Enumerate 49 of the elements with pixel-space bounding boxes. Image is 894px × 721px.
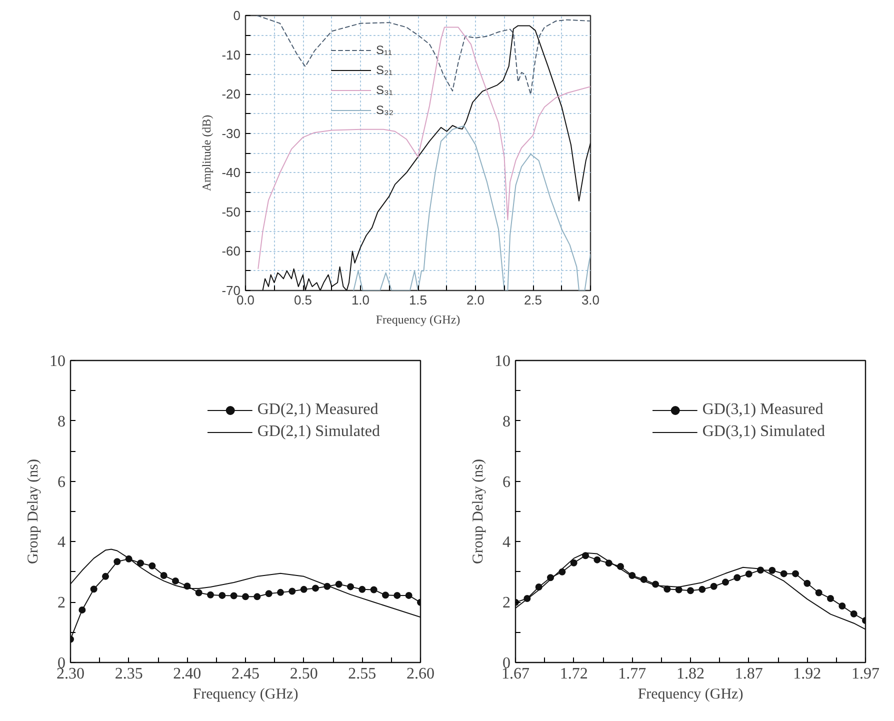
x-tick-label: 2.50 (290, 666, 318, 682)
y-tick-label: -10 (222, 47, 241, 62)
y-tick-label: -40 (222, 165, 241, 180)
x-tick-label: 2.45 (232, 666, 260, 682)
y-tick-label: 8 (502, 413, 510, 430)
x-tick-label: 2.60 (406, 666, 434, 682)
legend-label: S₂₁ (376, 63, 394, 77)
y-tick-label: 4 (58, 534, 66, 552)
x-tick-label: 1.97 (852, 666, 880, 682)
x-tick-label: 1.0 (351, 292, 370, 308)
y-tick-label: -20 (222, 86, 241, 102)
x-tick-label: 2.5 (524, 292, 542, 308)
legend-label: GD(3,1) Simulated (702, 423, 825, 441)
y-tick-label: 2 (58, 594, 66, 612)
x-tick-label: 1.72 (560, 666, 588, 682)
x-tick-label: 3.0 (581, 292, 600, 308)
y-tick-label: -30 (222, 126, 241, 141)
legend-label: S₃₂ (376, 103, 395, 117)
legend-label: S₃₁ (376, 83, 394, 97)
x-tick-label: 1.77 (618, 666, 646, 682)
y-tick-label: -60 (222, 244, 241, 259)
y-tick-label: 0 (233, 8, 241, 23)
x-axis-title: Frequency (GHz) (376, 312, 460, 326)
y-tick-label: 8 (58, 413, 66, 430)
y-tick-label: 4 (502, 534, 510, 552)
x-tick-label: 2.40 (173, 666, 202, 682)
x-tick-label: 1.82 (676, 666, 704, 682)
y-tick-label: 6 (502, 474, 510, 491)
x-tick-label: 1.87 (734, 666, 763, 682)
y-tick-label: 10 (50, 353, 66, 370)
y-tick-label: 10 (494, 353, 510, 370)
y-axis-title: Group Delay (ns) (470, 459, 486, 564)
y-tick-label: 2 (502, 594, 510, 612)
y-tick-label: 6 (58, 474, 66, 491)
legend-label: S₁₁ (376, 43, 394, 57)
y-axis-title: Amplitude (dB) (200, 114, 214, 192)
y-axis-title: Group Delay (ns) (26, 459, 42, 564)
legend-label: GD(2,1) Simulated (257, 423, 380, 441)
x-axis-title: Frequency (GHz) (638, 686, 744, 702)
x-tick-label: 2.55 (348, 666, 376, 682)
x-tick-label: 2.35 (114, 666, 143, 682)
y-tick-label: -50 (222, 204, 241, 220)
x-tick-label: 1.92 (793, 666, 822, 682)
legend-label: GD(2,1) Measured (257, 401, 378, 419)
x-tick-label: 0.5 (294, 292, 312, 308)
x-tick-label: 1.5 (408, 292, 428, 308)
x-axis-title: Frequency (GHz) (192, 686, 298, 702)
legend-label: GD(3,1) Measured (702, 401, 824, 419)
x-tick-label: 2.0 (466, 292, 485, 308)
